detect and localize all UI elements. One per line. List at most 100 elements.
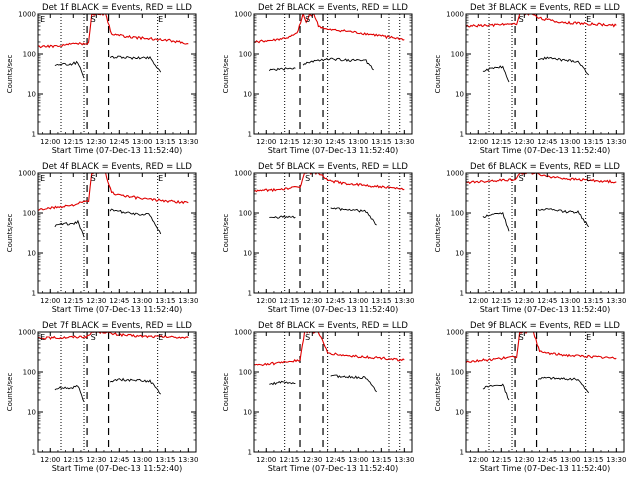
y-tick-label: 100 [239,51,252,59]
event-marker-label: S [305,15,310,24]
events-series-line [482,383,510,401]
x-tick-label: 13:00 [560,456,580,464]
y-tick-label: 100 [451,210,464,218]
x-tick-label: 13:00 [348,297,368,305]
events-series-line [330,207,377,226]
x-tick-label: 12:30 [86,297,106,305]
y-axis-label: Counts/sec [434,214,442,253]
y-tick-label: 10 [455,91,464,99]
x-tick-label: 12:15 [63,297,83,305]
plot-frame [37,331,197,453]
lld-series-line [466,173,617,185]
x-tick-label: 12:45 [537,297,557,305]
events-series-line [269,380,296,386]
x-tick-label: 12:45 [537,456,557,464]
y-tick-label: 1000 [446,329,464,337]
x-tick-label: 13:30 [606,297,626,305]
x-tick-label: 12:00 [256,138,276,146]
y-tick-label: 1 [460,290,464,298]
plot-frame [37,172,197,294]
x-axis-label: Start Time (07-Dec-13 11:52:40) [268,146,399,155]
x-tick-label: 13:00 [348,456,368,464]
lld-series-line [254,332,405,367]
x-tick-label: 12:00 [40,456,60,464]
series-group [254,332,405,393]
plot-frame [465,13,625,135]
y-axis-label: Counts/sec [434,373,442,412]
x-tick-label: 13:00 [132,297,152,305]
x-tick-label: 12:30 [86,138,106,146]
x-tick-label: 12:15 [491,138,511,146]
x-tick-label: 12:30 [302,138,322,146]
event-marker-label: E [586,15,591,24]
x-tick-label: 13:30 [606,456,626,464]
lld-series-line [466,332,617,364]
x-tick-label: 13:15 [155,297,175,305]
event-marker-label: S [91,174,96,183]
y-axis-label: Counts/sec [222,214,230,253]
plot-frame [253,331,413,453]
panel-1: Det 1f BLACK = Events, RED = LLD Counts/s… [6,3,198,155]
x-tick-label: 12:15 [279,297,299,305]
x-tick-label: 13:30 [178,297,198,305]
events-series-line [302,57,374,71]
x-tick-label: 12:45 [109,138,129,146]
y-tick-label: 1 [248,290,252,298]
x-tick-label: 13:30 [394,456,414,464]
y-axis-label: Counts/sec [6,214,14,253]
y-tick-label: 1000 [234,170,252,178]
series-group [38,173,189,238]
x-tick-label: 12:45 [109,297,129,305]
y-tick-label: 100 [451,369,464,377]
y-tick-label: 100 [23,369,36,377]
x-tick-label: 13:00 [132,138,152,146]
series-group [38,332,189,402]
y-tick-label: 10 [27,91,36,99]
y-tick-label: 10 [27,250,36,258]
panel-8: Det 8f BLACK = Events, RED = LLD Counts/s… [222,321,414,473]
panel-title: Det 9f BLACK = Events, RED = LLD [470,321,620,331]
series-group [466,332,617,401]
events-series-line [54,60,85,79]
events-series-line [330,374,377,393]
y-tick-label: 10 [27,409,36,417]
y-tick-label: 1000 [234,329,252,337]
panel-title: Det 6f BLACK = Events, RED = LLD [470,162,620,172]
x-tick-label: 13:15 [155,138,175,146]
event-marker-label: E [40,174,45,183]
x-tick-label: 13:15 [155,456,175,464]
y-tick-label: 1 [248,131,252,139]
x-axis-label: Start Time (07-Dec-13 11:52:40) [268,464,399,473]
y-tick-label: 1 [32,290,36,298]
x-tick-label: 12:00 [468,456,488,464]
events-series-line [109,377,161,395]
x-tick-label: 12:30 [514,138,534,146]
x-axis-label: Start Time (07-Dec-13 11:52:40) [52,146,183,155]
x-tick-label: 12:15 [279,456,299,464]
event-marker-label: E [158,15,163,24]
series-group [466,173,617,232]
y-tick-label: 1000 [18,329,36,337]
x-tick-label: 13:15 [371,456,391,464]
event-marker-label: S [305,174,310,183]
x-tick-label: 13:00 [348,138,368,146]
x-tick-label: 12:30 [514,456,534,464]
panel-title: Det 1f BLACK = Events, RED = LLD [42,3,192,13]
x-tick-label: 12:45 [325,138,345,146]
event-marker-label: S [91,333,96,342]
lld-series-line [38,173,189,211]
plot-frame [465,331,625,453]
x-tick-label: 13:15 [583,297,603,305]
event-marker-label: S [91,15,96,24]
plot-frame [253,13,413,135]
y-tick-label: 10 [243,91,252,99]
y-tick-label: 1000 [446,170,464,178]
x-tick-label: 12:30 [302,297,322,305]
x-tick-label: 12:00 [256,456,276,464]
events-series-line [537,376,590,394]
event-marker-label: S [305,333,310,342]
y-tick-label: 1000 [18,170,36,178]
events-series-line [537,208,590,228]
series-group [466,14,617,83]
